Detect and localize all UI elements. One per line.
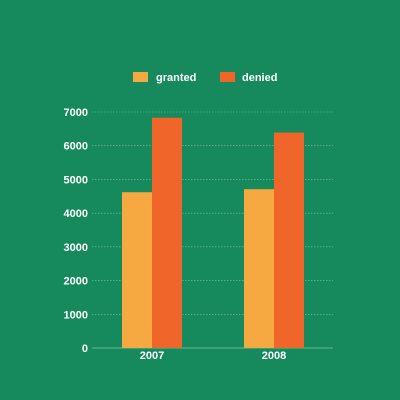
x-tick-label-2008: 2008 [262, 350, 286, 362]
bars [122, 117, 304, 348]
y-tick-label: 7000 [64, 107, 88, 119]
legend: granted denied [133, 72, 277, 84]
legend-swatch-granted [133, 72, 148, 82]
x-axis-ticks: 2007 2008 [140, 350, 286, 362]
bar-granted-2007 [122, 192, 152, 348]
legend-label-granted: granted [156, 72, 196, 84]
x-tick-label-2007: 2007 [140, 350, 164, 362]
y-tick-label: 3000 [64, 242, 88, 254]
y-axis-ticks: 0 1000 2000 3000 4000 5000 6000 7000 [64, 107, 88, 355]
y-tick-label: 4000 [64, 208, 88, 220]
y-tick-label: 0 [82, 343, 88, 355]
legend-label-denied: denied [242, 72, 277, 84]
legend-swatch-denied [220, 72, 235, 82]
y-tick-label: 6000 [64, 141, 88, 153]
bar-denied-2008 [274, 132, 304, 348]
bar-denied-2007 [152, 117, 182, 348]
y-tick-label: 5000 [64, 174, 88, 186]
bar-granted-2008 [244, 189, 274, 348]
y-tick-label: 1000 [64, 309, 88, 321]
y-tick-label: 2000 [64, 276, 88, 288]
